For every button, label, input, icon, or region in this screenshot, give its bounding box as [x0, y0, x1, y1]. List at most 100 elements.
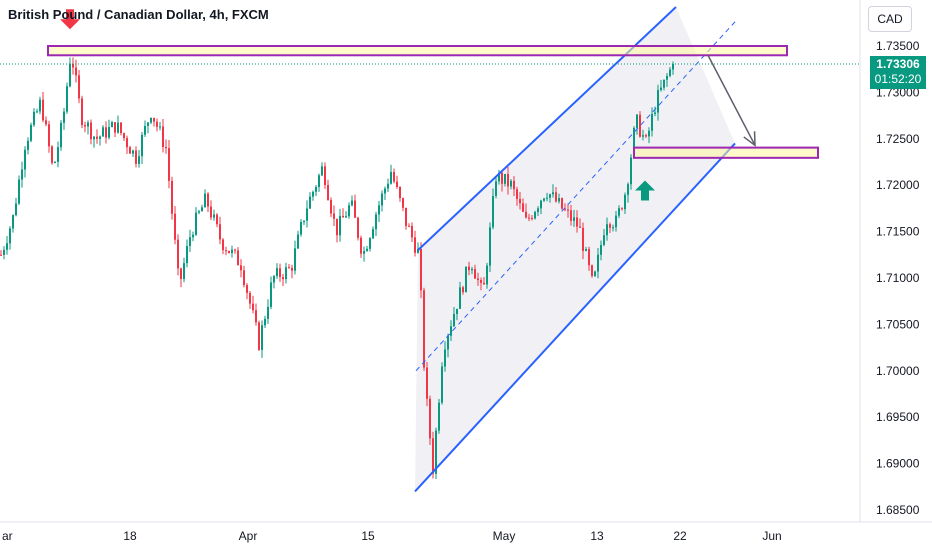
currency-button[interactable]: CAD	[868, 6, 912, 32]
x-tick-label: 22	[673, 529, 687, 543]
candle	[474, 264, 476, 279]
candle-body	[540, 200, 542, 209]
candle-body	[549, 194, 551, 198]
candle	[264, 315, 266, 328]
candle	[468, 261, 470, 276]
candle	[540, 199, 542, 215]
candle-body	[579, 226, 581, 228]
candle	[246, 283, 248, 300]
candle	[381, 190, 383, 212]
candle	[531, 214, 533, 221]
candle	[660, 79, 662, 92]
candle	[603, 229, 605, 247]
candle	[453, 306, 455, 328]
candle-body	[513, 180, 515, 190]
candle	[291, 264, 293, 279]
candle-body	[171, 180, 173, 214]
candle-body	[642, 135, 644, 137]
candle-body	[318, 175, 320, 188]
candle	[135, 146, 137, 168]
candle	[558, 193, 560, 204]
candle-body	[339, 215, 341, 236]
candle	[594, 270, 596, 277]
candle	[15, 197, 17, 217]
candle	[327, 179, 329, 201]
candle-body	[492, 195, 494, 228]
candle	[132, 149, 134, 158]
last-price-label: 1.73306 01:52:20	[870, 56, 926, 89]
candle	[312, 190, 314, 201]
candle	[408, 223, 410, 227]
candle-body	[351, 200, 353, 206]
candle-body	[405, 207, 407, 226]
candle	[369, 237, 371, 252]
candle	[546, 192, 548, 202]
candle	[585, 246, 587, 252]
candle-body	[465, 266, 467, 293]
candle	[345, 211, 347, 218]
candle	[69, 57, 71, 88]
candle-body	[252, 303, 254, 311]
candle	[84, 121, 86, 133]
candle	[645, 133, 647, 138]
candle	[597, 247, 599, 279]
candle-body	[309, 196, 311, 209]
drawing-layer	[415, 7, 735, 492]
candle	[57, 141, 59, 168]
candle	[12, 214, 14, 233]
candle	[423, 287, 425, 371]
candle-body	[18, 179, 20, 204]
candle-body	[264, 318, 266, 326]
candle-body	[273, 276, 275, 283]
candle	[387, 178, 389, 193]
candle	[573, 209, 575, 227]
candle-body	[174, 213, 176, 240]
candle-body	[546, 197, 548, 199]
candle-body	[210, 206, 212, 218]
candle	[243, 265, 245, 288]
candle-body	[438, 402, 440, 431]
candle-body	[342, 215, 344, 218]
channel-fill	[415, 7, 735, 492]
candle	[228, 250, 230, 254]
candle	[663, 79, 665, 91]
candle-body	[15, 203, 17, 216]
candle-body	[345, 216, 347, 218]
candle-body	[456, 308, 458, 314]
y-tick-label: 1.69500	[876, 410, 920, 424]
candle	[489, 222, 491, 273]
candle	[420, 242, 422, 299]
candle-body	[474, 268, 476, 279]
candle-body	[495, 181, 497, 196]
candle-body	[510, 180, 512, 187]
candle	[309, 192, 311, 209]
candle	[120, 122, 122, 136]
candle-body	[354, 200, 356, 218]
candle-body	[603, 235, 605, 245]
candle-body	[132, 150, 134, 154]
candle-body	[159, 126, 161, 128]
candle	[591, 264, 593, 278]
candle-body	[480, 280, 482, 283]
candle	[234, 248, 236, 254]
candle-body	[150, 117, 152, 123]
candle	[606, 217, 608, 241]
candle-body	[243, 270, 245, 286]
candle-body	[426, 367, 428, 399]
candle-body	[6, 243, 8, 250]
candle-body	[105, 127, 107, 138]
candle-body	[87, 122, 89, 127]
candle	[75, 59, 77, 83]
arrow-up-icon	[635, 180, 655, 201]
x-tick-label: May	[493, 529, 516, 543]
candle	[111, 120, 113, 128]
y-tick-label: 1.72500	[876, 132, 920, 146]
candle-body	[621, 208, 623, 210]
candle-body	[612, 227, 614, 229]
candle-body	[423, 290, 425, 368]
candle-body	[645, 135, 647, 137]
channel-mid-line	[415, 21, 736, 372]
candle-body	[471, 268, 473, 271]
candle	[477, 272, 479, 286]
